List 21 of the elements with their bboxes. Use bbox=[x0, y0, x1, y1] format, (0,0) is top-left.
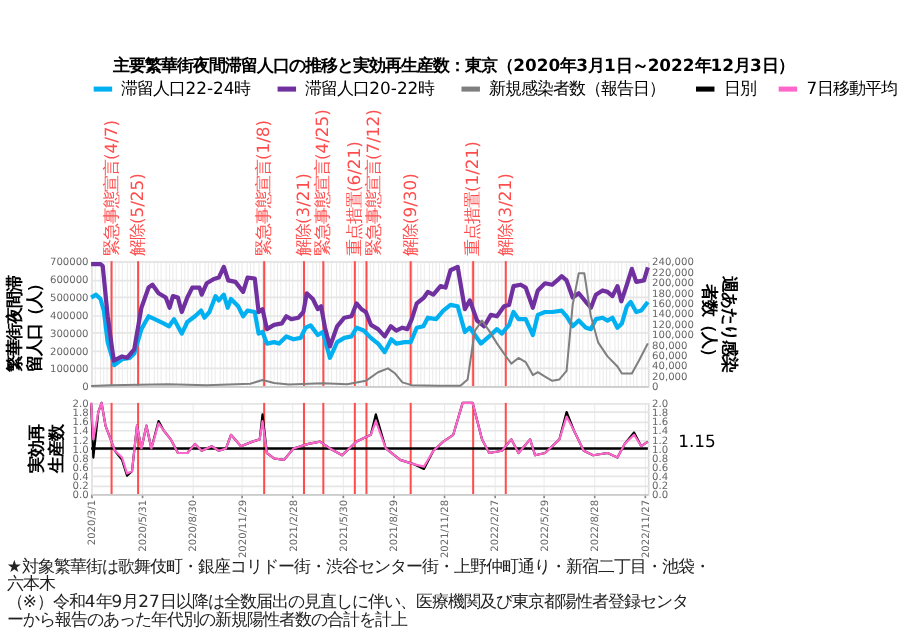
y2-axis-title: 週あたり感染者数（人） bbox=[700, 274, 741, 373]
ref-line-label: 緊急事態宣言(1/8) bbox=[253, 119, 274, 257]
y-axis-title: 実効再生産数 bbox=[26, 423, 67, 476]
ref-line-label: 重点措置(6/21) bbox=[343, 141, 364, 257]
legend-label: 滞留人口22-24時 bbox=[121, 78, 251, 99]
ref-line-label: 解除(9/30) bbox=[399, 173, 420, 257]
ref-line-label: 緊急事態宣言(7/12) bbox=[363, 109, 384, 257]
y-axis-title: 繁華街夜間滞留人口（人） bbox=[3, 276, 44, 375]
ref-line-label: 緊急事態宣言(4/7) bbox=[100, 119, 121, 257]
ref-line-label: 解除(3/21) bbox=[293, 173, 314, 257]
legend-label: 日別 bbox=[723, 78, 756, 99]
ref-line-label: 緊急事態宣言(4/25) bbox=[312, 109, 333, 257]
annotation: 1.15 bbox=[678, 430, 716, 451]
legend-label: 7日移動平均 bbox=[806, 78, 898, 99]
text: （※）令和4年9月27日以降は全数届出の見直しに伴い、医療機関及び東京都陽性者登録センターから報告のあった年代別の新規陽性者数の合計を計上 bbox=[6, 591, 688, 629]
chart-title: 主要繁華街夜間滞留人口の推移と実効再生産数：東京（2020年3月1日～2022年12月3日） bbox=[111, 54, 794, 75]
ref-line-label: 解除(5/25) bbox=[127, 173, 148, 257]
legend-label: 滞留人口20-22時 bbox=[305, 78, 435, 99]
ref-line-label: 解除(3/21) bbox=[494, 173, 515, 257]
ref-line-label: 重点措置(1/21) bbox=[462, 141, 483, 257]
legend-label: 新規感染者数（報告日） bbox=[489, 78, 666, 99]
